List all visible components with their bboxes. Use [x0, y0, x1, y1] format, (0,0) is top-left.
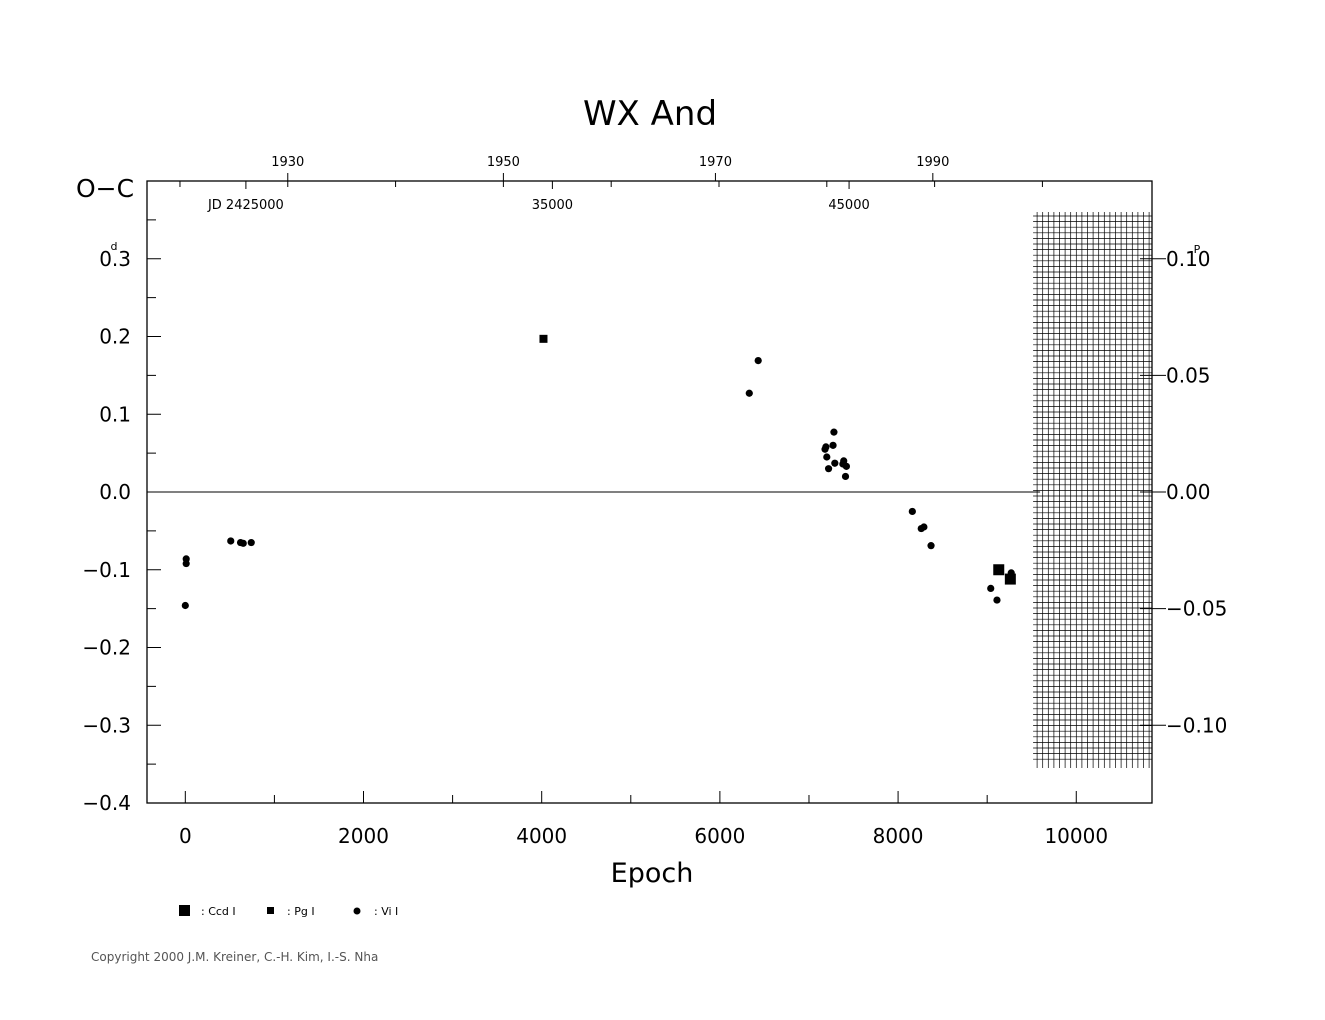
- x-tick-label: 4000: [516, 824, 567, 848]
- jd-label: 35000: [532, 198, 573, 213]
- year-label: 1950: [487, 155, 520, 170]
- legend-pg-label: : Pg I: [287, 905, 315, 918]
- y-tick-label: 0.1: [99, 402, 131, 426]
- vi-point: [1007, 569, 1015, 577]
- legend-ccd-marker: [179, 905, 190, 916]
- y-tick-label: −0.3: [82, 713, 131, 737]
- copyright-text: Copyright 2000 J.M. Kreiner, C.-H. Kim, …: [91, 950, 378, 964]
- right-axis-unit: P: [1194, 243, 1201, 256]
- right-tick-label: 0.10: [1166, 247, 1211, 271]
- vi-point: [745, 389, 753, 397]
- legend: : Ccd I : Pg I : Vi I: [179, 905, 398, 918]
- legend-vi-marker: [353, 907, 361, 915]
- jd-label: JD 2425000: [207, 198, 284, 213]
- y-tick-label: 0.2: [99, 325, 131, 349]
- plot-frame: [146, 180, 1153, 804]
- vi-point: [182, 559, 190, 568]
- vi-point: [920, 523, 928, 531]
- vi-point: [829, 441, 837, 449]
- y-axis-unit: d: [111, 240, 118, 253]
- vi-point: [227, 537, 235, 545]
- vi-point: [842, 462, 851, 470]
- legend-pg-marker: [267, 907, 274, 914]
- x-tick-label: 0: [179, 824, 192, 848]
- vi-point: [831, 459, 839, 467]
- vi-point: [239, 539, 247, 547]
- vi-point: [993, 596, 1001, 604]
- ccd-point: [1004, 573, 1016, 585]
- vi-point: [824, 465, 833, 473]
- year-label: 1930: [271, 155, 304, 170]
- year-label: 1990: [916, 155, 949, 170]
- chart-title: WX And: [583, 94, 717, 134]
- pg-point: [539, 334, 548, 343]
- right-tick-label: 0.00: [1166, 480, 1211, 504]
- y-tick-label: −0.4: [82, 791, 131, 815]
- vi-point: [927, 542, 935, 550]
- vi-point: [830, 428, 838, 436]
- vi-point: [840, 457, 848, 465]
- x-tick-label: 10000: [1044, 824, 1108, 848]
- vi-point: [823, 453, 831, 461]
- tick-labels: 0.3 0.2 0.1 0.0 −0.1 −0.2 −0.3 −0.4 0.10 0.05 0.00…: [82, 155, 1227, 848]
- vi-point: [908, 507, 916, 516]
- ccd-point: [993, 564, 1005, 576]
- y-tick-label: −0.2: [82, 636, 131, 660]
- y-tick-label: 0.0: [99, 480, 131, 504]
- shaded-region: [1033, 212, 1152, 768]
- x-tick-label: 8000: [873, 824, 924, 848]
- axis-ticks: [147, 173, 1166, 804]
- right-tick-label: −0.05: [1166, 597, 1227, 621]
- x-axis-label: Epoch: [611, 858, 694, 889]
- legend-vi-label: : Vi I: [374, 905, 398, 918]
- jd-label: 45000: [828, 198, 869, 213]
- vi-point: [841, 472, 850, 481]
- shaded-grid: [1033, 212, 1152, 768]
- vi-point: [987, 584, 995, 593]
- x-tick-label: 2000: [338, 824, 389, 848]
- vi-point: [754, 357, 762, 365]
- legend-ccd-label: : Ccd I: [201, 905, 236, 918]
- right-tick-label: 0.05: [1166, 363, 1211, 387]
- vi-point: [822, 443, 830, 451]
- x-tick-label: 6000: [694, 824, 745, 848]
- data-points: [181, 334, 1016, 610]
- right-tick-label: −0.10: [1166, 713, 1227, 737]
- y-tick-label: −0.1: [82, 558, 131, 582]
- vi-point: [247, 538, 255, 547]
- vi-point: [181, 601, 189, 610]
- year-label: 1970: [699, 155, 732, 170]
- y-tick-label: 0.3: [99, 247, 131, 271]
- y-axis-label: O−C: [76, 174, 134, 203]
